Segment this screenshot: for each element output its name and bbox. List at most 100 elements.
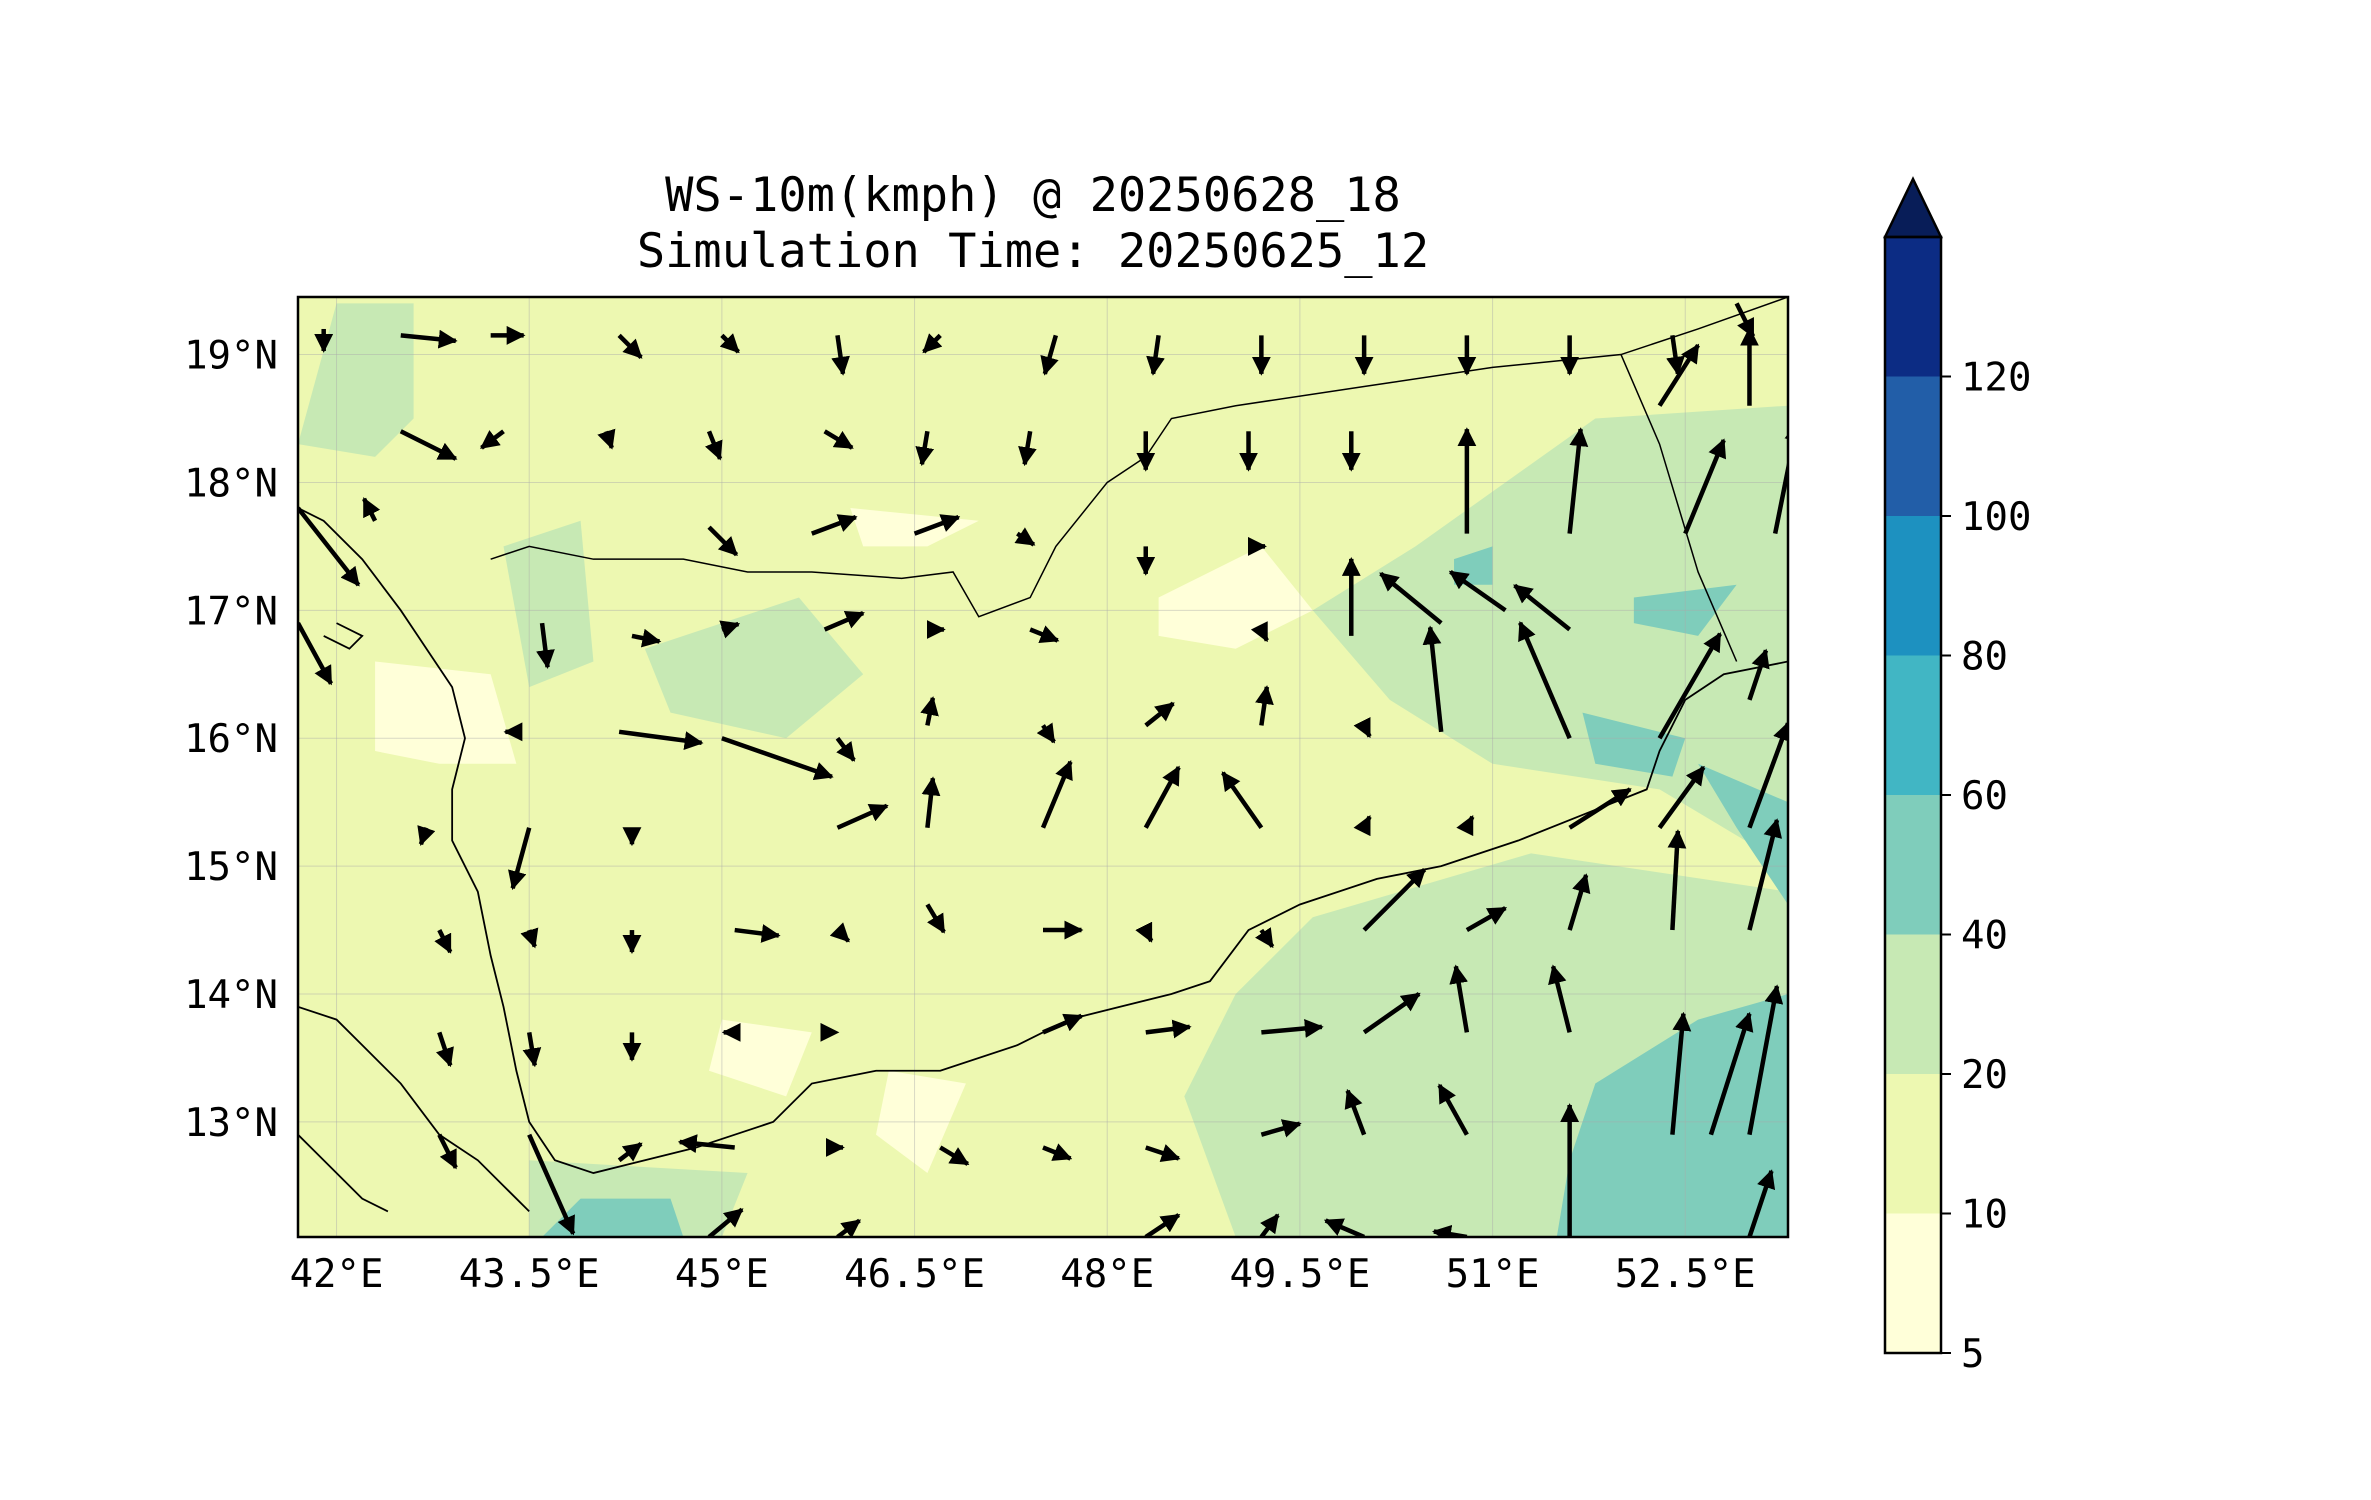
wind-arrow: [435, 1031, 454, 1068]
wind-arrow: [719, 620, 741, 639]
wind-arrow: [922, 333, 943, 354]
wind-arrow: [823, 610, 865, 632]
wind-arrow: [1255, 685, 1274, 726]
wind-arrow: [399, 429, 458, 461]
wind-arrow: [1448, 569, 1507, 613]
wind-arrow: [527, 1133, 576, 1236]
speed-region-40: [542, 1198, 684, 1237]
wind-arrow: [1548, 964, 1572, 1033]
coastline: [298, 1005, 530, 1213]
wind-arrow: [835, 736, 856, 762]
speed-region-5: [876, 1070, 966, 1174]
coastline: [298, 1134, 389, 1213]
wind-arrow: [1036, 722, 1056, 744]
lat-tick-label: 15°N: [184, 845, 278, 890]
wind-arrow: [1449, 964, 1470, 1033]
latitude-tick-labels: 19°N 18°N 17°N 16°N 15°N 14°N 13°N: [184, 334, 278, 1146]
wind-arrow: [1250, 621, 1269, 643]
wind-arrow: [1260, 1119, 1302, 1138]
wind-arrow: [1221, 771, 1264, 830]
wind-arrow: [1747, 984, 1784, 1136]
wind-arrow: [925, 903, 946, 934]
wind-arrow: [831, 335, 850, 376]
wind-arrow: [1323, 1218, 1366, 1237]
wind-arrow: [1747, 1169, 1776, 1237]
wind-arrow: [1657, 765, 1706, 830]
wind-arrow: [1018, 430, 1037, 467]
lon-tick-label: 46.5°E: [844, 1252, 985, 1297]
wind-arrow: [1042, 1143, 1073, 1161]
lat-tick-label: 13°N: [184, 1101, 278, 1146]
wind-arrow: [1261, 1019, 1324, 1038]
lon-tick-label: 48°E: [1060, 1252, 1154, 1297]
coastline: [298, 507, 1788, 1174]
wind-arrow: [617, 1141, 643, 1163]
wind-arrow: [1513, 583, 1572, 632]
wind-arrow: [1145, 1019, 1192, 1039]
map-frame: [296, 295, 1790, 1239]
wind-arrow: [1259, 1213, 1280, 1237]
wind-arrow: [829, 922, 851, 943]
wind-arrow: [1666, 335, 1685, 376]
wind-speed-field: [298, 303, 1788, 1237]
wind-arrow: [1144, 701, 1175, 728]
wind-arrow: [520, 927, 539, 949]
lon-tick-label: 49.5°E: [1229, 1252, 1370, 1297]
wind-arrow: [434, 929, 453, 954]
colorbar-segment: [1885, 934, 1941, 1074]
colorbar-tick-label: 120: [1961, 356, 2031, 401]
wind-arrow: [298, 506, 361, 587]
colorbar-segment: [1885, 516, 1941, 656]
wind-arrow: [1014, 527, 1036, 547]
wind-arrow: [1518, 620, 1572, 740]
wind-arrow: [1042, 1013, 1084, 1035]
title-line-2: Simulation Time: 20250625_12: [636, 224, 1430, 279]
wind-arrow: [1683, 438, 1727, 535]
wind-arrow: [1567, 427, 1589, 534]
wind-arrow: [617, 333, 643, 359]
lat-tick-label: 16°N: [184, 717, 278, 762]
colorbar-segment: [1885, 376, 1941, 516]
lon-tick-label: 51°E: [1446, 1252, 1540, 1297]
map-gridlines: [298, 297, 1788, 1237]
wind-arrow: [677, 1134, 735, 1154]
map-plot-area: [296, 295, 1790, 1239]
lat-tick-label: 19°N: [184, 334, 278, 379]
wind-arrow: [915, 430, 935, 467]
wind-arrow: [836, 803, 889, 830]
wind-arrow: [480, 429, 505, 450]
wind-arrow: [811, 514, 858, 536]
wind-arrow: [1747, 818, 1783, 931]
speed-region-5: [375, 661, 517, 764]
wind-arrow: [1362, 992, 1421, 1035]
wind-arrow: [631, 628, 662, 648]
colorbar-tick-label: 80: [1961, 635, 2008, 680]
wind-arrow: [1568, 787, 1632, 830]
wind-arrow: [1353, 716, 1372, 739]
wind-arrow: [1667, 829, 1687, 931]
wind-arrow: [1144, 1213, 1181, 1237]
wind-vectors: [298, 302, 1788, 1237]
wind-arrow: [522, 1032, 542, 1068]
wind-arrow: [536, 622, 555, 669]
wind-arrow: [400, 329, 458, 349]
wind-arrow: [721, 736, 834, 781]
wind-arrow: [597, 428, 616, 450]
country-border: [1620, 354, 1738, 662]
colorbar-tick-label: 40: [1961, 914, 2008, 959]
wind-arrow: [1747, 648, 1770, 701]
wind-arrow: [1708, 1011, 1754, 1136]
wind-arrow: [707, 1207, 744, 1237]
wind-arrow: [719, 333, 740, 354]
colorbar-tick-label: 60: [1961, 774, 2008, 819]
speed-region-20: [644, 597, 864, 739]
lon-tick-label: 52.5°E: [1615, 1252, 1756, 1297]
wind-arrow: [734, 924, 781, 943]
wind-arrow: [1255, 927, 1275, 949]
colorbar-segment: [1885, 1074, 1941, 1214]
speed-region-40: [1633, 584, 1737, 636]
speed-region-5: [1158, 546, 1313, 649]
longitude-tick-labels: 42°E 43.5°E 45°E 46.5°E 48°E 49.5°E 51°E 52.5°E: [290, 1252, 1756, 1297]
colorbar-segment: [1885, 1213, 1941, 1353]
